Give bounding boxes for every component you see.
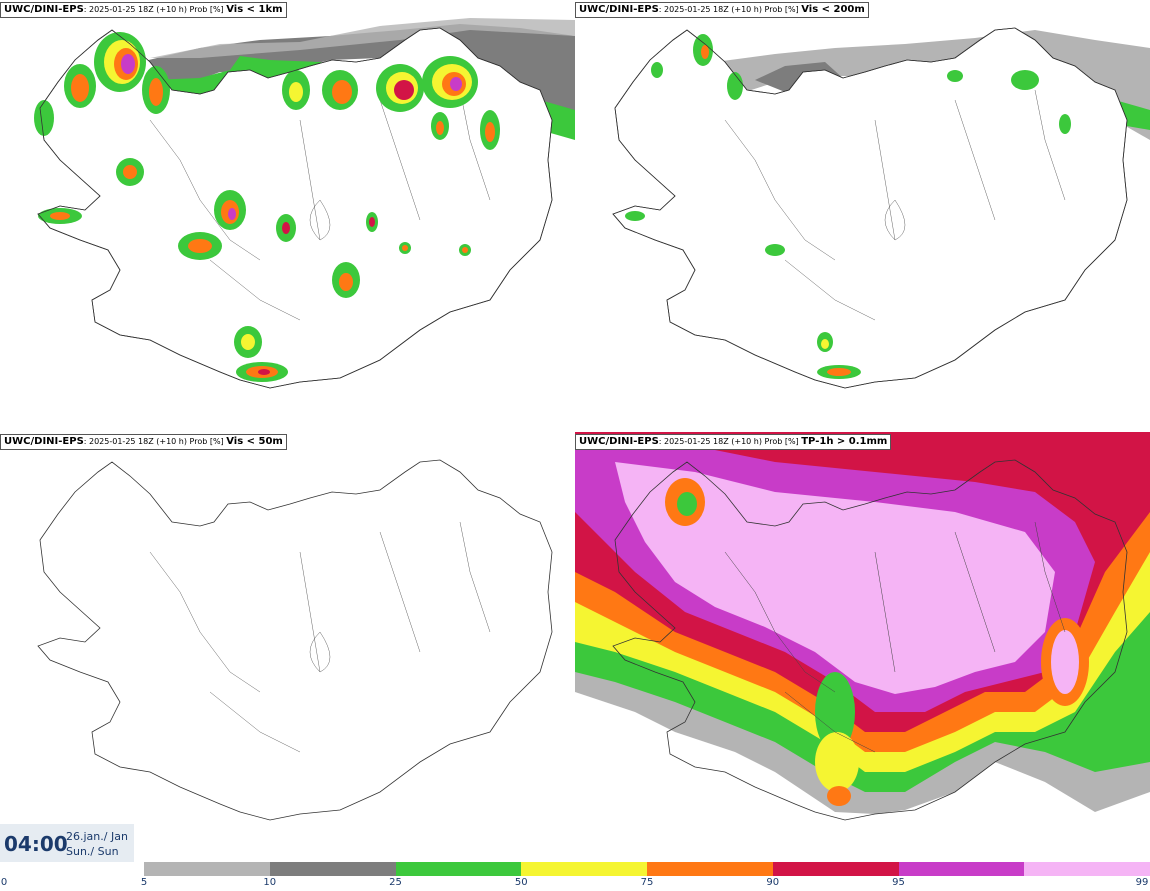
run-info: : 2025-01-25 18Z (+10 h) Prob [%] [83,5,227,14]
valid-time: 04:00 [4,832,68,856]
model-name: UWC/DINI-EPS [579,436,659,447]
map-panel-vis-1km: UWC/DINI-EPS: 2025-01-25 18Z (+10 h) Pro… [0,0,575,432]
run-info: : 2025-01-25 18Z (+10 h) Prob [%] [658,5,802,14]
probability-colorbar: 0 5 10 25 50 75 90 95 99 [0,862,1150,891]
probability-map [575,432,1150,864]
run-info: : 2025-01-25 18Z (+10 h) Prob [%] [83,437,227,446]
colorbar-tick-label: 99 [1135,877,1149,888]
variable-label: Vis < 200m [801,4,865,15]
colorbar-segment [898,862,1025,876]
variable-label: TP-1h > 0.1mm [801,436,888,447]
panel-title: UWC/DINI-EPS: 2025-01-25 18Z (+10 h) Pro… [575,2,869,18]
model-name: UWC/DINI-EPS [579,4,659,15]
colorbar-tick-label: 0 [0,877,8,888]
map-panel-vis-200m: UWC/DINI-EPS: 2025-01-25 18Z (+10 h) Pro… [575,0,1150,432]
map-panel-precip: UWC/DINI-EPS: 2025-01-25 18Z (+10 h) Pro… [575,432,1150,864]
panel-title: UWC/DINI-EPS: 2025-01-25 18Z (+10 h) Pro… [0,2,287,18]
variable-label: Vis < 50m [226,436,283,447]
colorbar-tick-label: 95 [892,877,905,888]
model-name: UWC/DINI-EPS [4,4,84,15]
colorbar-tick-label: 90 [766,877,780,888]
probability-map [37,459,553,821]
valid-time-box: 04:00 26.jan./ Jan Sun./ Sun [0,824,134,862]
colorbar-tick-label: 5 [140,877,148,888]
colorbar-segment [772,862,899,876]
colorbar-segment [521,862,647,876]
valid-day: Sun./ Sun [66,845,119,858]
colorbar-tick-label: 10 [263,877,277,888]
panel-title: UWC/DINI-EPS: 2025-01-25 18Z (+10 h) Pro… [575,434,892,450]
map-panel-vis-50m: UWC/DINI-EPS: 2025-01-25 18Z (+10 h) Pro… [0,432,575,864]
probability-map [34,18,575,389]
probability-map [612,27,1150,389]
colorbar-segment [395,862,522,876]
colorbar-segment [647,862,773,876]
colorbar-segment [1024,862,1150,876]
variable-label: Vis < 1km [226,4,283,15]
colorbar-tick-label: 75 [640,877,654,888]
model-name: UWC/DINI-EPS [4,436,84,447]
valid-date: 26.jan./ Jan [66,830,128,843]
colorbar-tick-label: 50 [514,877,528,888]
panel-title: UWC/DINI-EPS: 2025-01-25 18Z (+10 h) Pro… [0,434,287,450]
colorbar-tick-label: 25 [389,877,402,888]
colorbar-segment [144,862,270,876]
colorbar-segment [269,862,396,876]
run-info: : 2025-01-25 18Z (+10 h) Prob [%] [658,437,802,446]
